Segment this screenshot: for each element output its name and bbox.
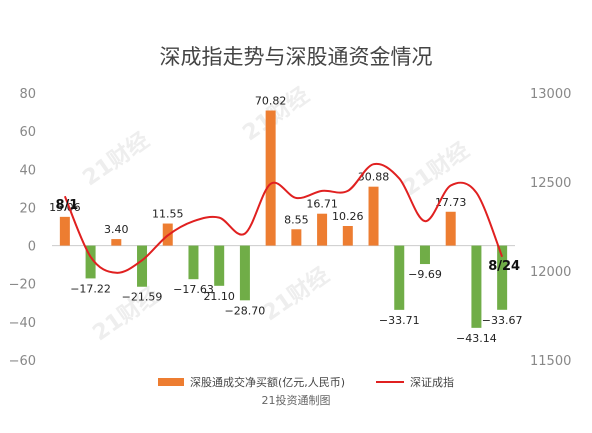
left-tick-label: −40: [9, 316, 36, 331]
bar-value-label: −17.22: [70, 282, 111, 295]
watermark-text: 21财经: [398, 137, 474, 201]
left-tick-label: 60: [19, 125, 36, 140]
bar-value-label: 70.82: [255, 95, 287, 108]
bar-value-label: 17.73: [435, 196, 467, 209]
bar: [342, 226, 353, 246]
left-axis-ticks: −60 −40 −20 0 20 40 60 80: [9, 87, 36, 369]
bar-value-label: 8.55: [284, 213, 309, 226]
bar: [137, 245, 148, 287]
bar-value-label: 3.40: [104, 223, 129, 236]
bar-value-label: −9.69: [408, 268, 442, 281]
bar: [111, 239, 122, 246]
bar: [368, 186, 379, 246]
date-annotation: 8/1: [55, 198, 78, 213]
bar: [291, 229, 302, 246]
bar: [59, 216, 70, 246]
chart-title: 深成指走势与深股通资金情况: [160, 45, 433, 69]
bar-value-label: 21.10: [203, 290, 235, 303]
left-tick-label: −20: [9, 278, 36, 293]
bar-value-label: −17.63: [173, 283, 214, 296]
right-tick-label: 13000: [530, 87, 571, 102]
bar-value-label: −21.59: [122, 291, 163, 304]
bar: [85, 245, 96, 279]
right-tick-label: 12500: [530, 176, 571, 191]
left-tick-label: −60: [9, 354, 36, 369]
bar-value-label: 11.55: [152, 208, 184, 221]
bar-value-labels: 15.06 −17.22 3.40 −21.59 11.55 −17.6321.10−28…: [49, 95, 522, 345]
right-axis-ticks: 11500 12000 12500 13000: [530, 87, 571, 369]
index-line: [63, 162, 504, 274]
bar-value-label: −33.67: [482, 314, 523, 327]
date-annotations: 8/1 8/24: [55, 198, 520, 274]
bar-value-label: −28.70: [225, 304, 266, 317]
bar-value-label: −43.14: [456, 332, 497, 345]
left-tick-label: 40: [19, 163, 36, 178]
watermark-text: 21财经: [78, 127, 154, 191]
legend-bar-swatch: [158, 378, 184, 386]
date-annotation: 8/24: [488, 259, 520, 274]
bar: [265, 110, 276, 246]
bar: [188, 245, 199, 280]
left-tick-label: 80: [19, 87, 36, 102]
bar-value-label: 30.88: [358, 171, 390, 184]
bar-value-label: 15.06: [49, 201, 81, 214]
bar: [419, 245, 430, 265]
left-tick-label: 20: [19, 201, 36, 216]
source-note: 21投资通制图: [262, 393, 331, 407]
bar: [471, 245, 482, 328]
bar: [445, 211, 456, 246]
bar: [214, 245, 225, 286]
bar-value-label: 10.26: [332, 210, 364, 223]
bar-value-label: −33.71: [379, 314, 420, 327]
bar: [239, 245, 250, 301]
watermark-text: 21财经: [238, 82, 314, 146]
bar: [317, 213, 328, 246]
left-tick-label: 0: [28, 240, 36, 255]
legend-line-label: 深证成指: [410, 375, 454, 389]
right-tick-label: 12000: [530, 265, 571, 280]
legend-bar-label: 深股通成交净买额(亿元,人民币): [190, 375, 345, 389]
legend: 深股通成交净买额(亿元,人民币) 深证成指: [158, 375, 454, 389]
bar-value-label: 16.71: [306, 198, 338, 211]
bar: [394, 245, 405, 310]
watermark-text: 21财经: [258, 262, 334, 326]
right-tick-label: 11500: [530, 354, 571, 369]
bar: [497, 245, 508, 310]
